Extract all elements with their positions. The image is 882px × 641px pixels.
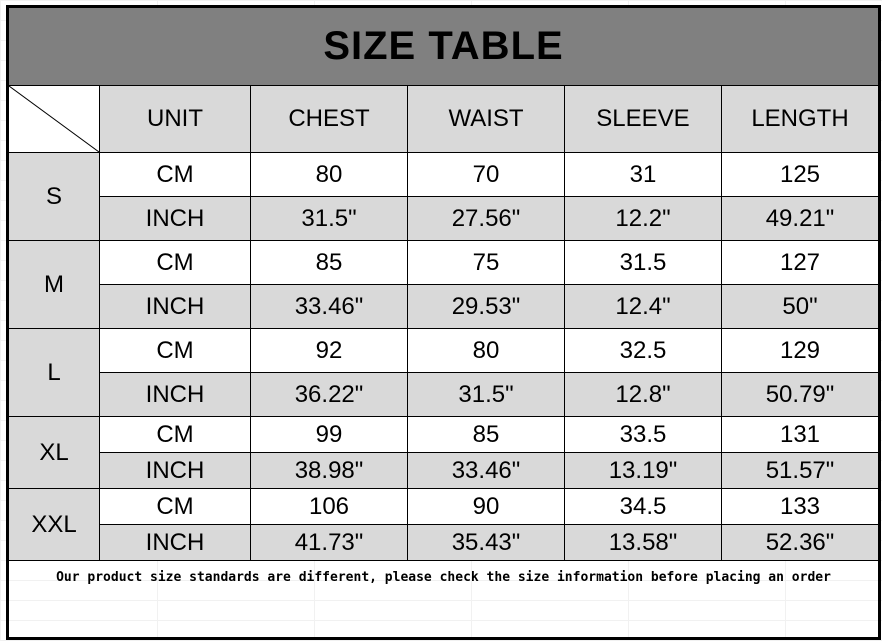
table-row: INCH 36.22" 31.5" 12.8" 50.79": [8, 372, 880, 417]
value-cell: 70: [407, 152, 565, 197]
value-cell: 92: [250, 328, 408, 373]
size-note: Our product size standards are different…: [7, 560, 880, 639]
value-cell: 38.98": [250, 452, 408, 489]
value-cell: 31.5": [250, 196, 408, 241]
value-cell: 33.5: [564, 416, 722, 453]
value-cell: 133: [721, 488, 880, 525]
value-cell: 52.36": [721, 524, 880, 561]
table-row: XXL CM 106 90 34.5 133: [7, 488, 880, 561]
value-cell: 50.79": [721, 372, 880, 417]
value-cell: 34.5: [564, 488, 722, 525]
header-unit: UNIT: [99, 85, 251, 153]
table-row: M CM 85 75 31.5 127: [7, 240, 880, 329]
value-cell: 90: [407, 488, 565, 525]
size-label: S: [7, 152, 100, 241]
table-row: XL CM 99 85 33.5 131: [7, 416, 880, 489]
unit-cell: CM: [99, 152, 251, 197]
table-row: L CM 92 80 32.5 129: [7, 328, 880, 417]
size-table: SIZE TABLE UNIT CHEST WAIST SLEEVE LENGT…: [6, 5, 881, 640]
value-cell: 50": [721, 284, 880, 329]
header-sleeve: SLEEVE: [564, 85, 722, 153]
unit-cell: INCH: [99, 524, 251, 561]
table-row: INCH 41.73" 35.43" 13.58" 52.36": [8, 524, 880, 561]
header-row: UNIT CHEST WAIST SLEEVE LENGTH: [7, 85, 880, 153]
value-cell: 129: [721, 328, 880, 373]
value-cell: 31.5: [564, 240, 722, 285]
diagonal-corner-cell: [7, 85, 100, 153]
value-cell: 12.4": [564, 284, 722, 329]
unit-cell: CM: [99, 240, 251, 285]
size-label: XXL: [7, 488, 100, 561]
unit-cell: INCH: [99, 372, 251, 417]
value-cell: 85: [250, 240, 408, 285]
header-chest: CHEST: [250, 85, 408, 153]
value-cell: 106: [250, 488, 408, 525]
size-label: M: [7, 240, 100, 329]
unit-cell: CM: [99, 328, 251, 373]
value-cell: 32.5: [564, 328, 722, 373]
size-label: XL: [7, 416, 100, 489]
unit-cell: INCH: [99, 452, 251, 489]
table-row: INCH 31.5" 27.56" 12.2" 49.21": [8, 196, 880, 241]
value-cell: 35.43": [407, 524, 565, 561]
unit-cell: CM: [99, 416, 251, 453]
value-cell: 31.5": [407, 372, 565, 417]
value-cell: 49.21": [721, 196, 880, 241]
value-cell: 51.57": [721, 452, 880, 489]
value-cell: 85: [407, 416, 565, 453]
table-row: INCH 33.46" 29.53" 12.4" 50": [8, 284, 880, 329]
value-cell: 12.2": [564, 196, 722, 241]
size-label: L: [7, 328, 100, 417]
value-cell: 75: [407, 240, 565, 285]
value-cell: 13.58": [564, 524, 722, 561]
value-cell: 99: [250, 416, 408, 453]
unit-cell: INCH: [99, 284, 251, 329]
table-row: INCH 38.98" 33.46" 13.19" 51.57": [8, 452, 880, 489]
value-cell: 80: [407, 328, 565, 373]
value-cell: 31: [564, 152, 722, 197]
header-length: LENGTH: [721, 85, 880, 153]
value-cell: 36.22": [250, 372, 408, 417]
table-row: S CM 80 70 31 125: [7, 152, 880, 241]
unit-cell: CM: [99, 488, 251, 525]
value-cell: 13.19": [564, 452, 722, 489]
value-cell: 33.46": [407, 452, 565, 489]
unit-cell: INCH: [99, 196, 251, 241]
value-cell: 12.8": [564, 372, 722, 417]
header-waist: WAIST: [407, 85, 565, 153]
value-cell: 33.46": [250, 284, 408, 329]
value-cell: 27.56": [407, 196, 565, 241]
value-cell: 80: [250, 152, 408, 197]
table-title: SIZE TABLE: [7, 6, 880, 86]
value-cell: 41.73": [250, 524, 408, 561]
value-cell: 125: [721, 152, 880, 197]
value-cell: 127: [721, 240, 880, 285]
value-cell: 131: [721, 416, 880, 453]
value-cell: 29.53": [407, 284, 565, 329]
